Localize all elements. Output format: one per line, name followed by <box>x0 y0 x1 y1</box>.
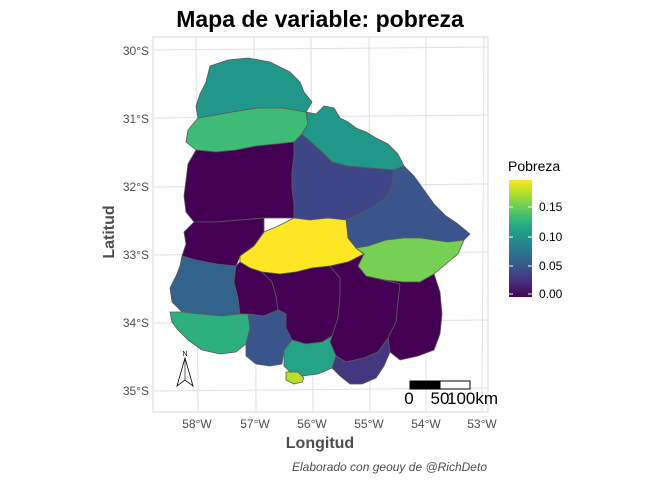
x-tick-56: 56°W <box>297 417 327 431</box>
legend-tick-000: 0.00 <box>539 287 563 301</box>
legend-tick-005: 0.05 <box>539 259 563 273</box>
map-title: Mapa de variable: pobreza <box>176 6 464 32</box>
y-tick-31: 31°S <box>123 112 149 126</box>
y-axis: 30°S 31°S 32°S 33°S 34°S 35°S <box>123 44 149 398</box>
x-tick-58: 58°W <box>182 417 212 431</box>
legend: Pobreza 0.15 0.10 0.05 0.00 <box>508 158 563 301</box>
department-maldonado[interactable] <box>331 337 391 385</box>
legend-tick-010: 0.10 <box>539 230 563 244</box>
map-caption: Elaborado con geouy de @RichDeto <box>292 460 487 474</box>
north-label: N <box>182 351 187 358</box>
x-axis: 58°W 57°W 56°W 55°W 54°W 53°W <box>182 417 497 431</box>
x-tick-55: 55°W <box>354 417 384 431</box>
y-tick-33: 33°S <box>123 248 149 262</box>
department-san-jose[interactable] <box>245 309 293 367</box>
y-axis-title: Latitud <box>101 205 118 258</box>
scale-label-0: 0 <box>404 389 413 408</box>
department-treinta-y-tres[interactable] <box>355 237 465 283</box>
department-montevideo[interactable] <box>285 371 305 385</box>
scale-label-100: 100km <box>447 389 498 408</box>
x-tick-53: 53°W <box>467 417 497 431</box>
north-arrow: N <box>176 351 194 388</box>
legend-tick-015: 0.15 <box>539 200 563 214</box>
x-axis-title: Longitud <box>286 435 354 452</box>
x-tick-54: 54°W <box>411 417 441 431</box>
department-colonia[interactable] <box>169 311 251 355</box>
department-paysandu[interactable] <box>183 141 295 223</box>
x-tick-57: 57°W <box>240 417 270 431</box>
legend-colorbar <box>509 180 532 297</box>
y-tick-34: 34°S <box>123 316 149 330</box>
y-tick-35: 35°S <box>123 384 149 398</box>
legend-title: Pobreza <box>508 158 560 174</box>
department-rio-negro[interactable] <box>181 217 265 267</box>
y-tick-32: 32°S <box>123 180 149 194</box>
departments-layer <box>169 57 471 385</box>
scale-label-50: 50 <box>431 389 450 408</box>
scale-bar: 0 50 100km <box>404 380 498 408</box>
department-soriano[interactable] <box>169 255 241 317</box>
y-tick-30: 30°S <box>123 44 149 58</box>
department-rocha[interactable] <box>383 273 443 361</box>
